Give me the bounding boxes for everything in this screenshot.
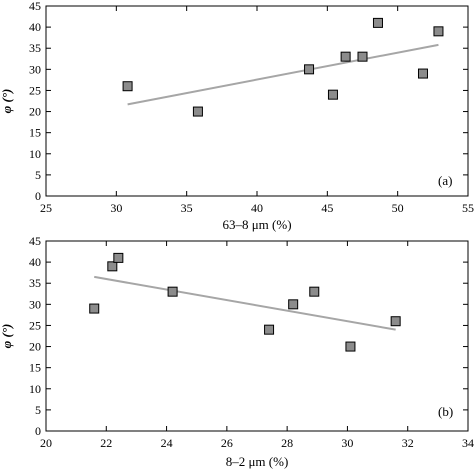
panel-label-a: (a) xyxy=(438,173,452,188)
y-tick-label-b: 35 xyxy=(29,276,41,290)
data-point-a xyxy=(340,51,351,62)
data-point-b xyxy=(309,286,320,297)
y-tick-label-b: 45 xyxy=(29,234,41,248)
y-tick-label-b: 30 xyxy=(29,297,41,311)
trendline-b xyxy=(94,275,396,331)
y-tick-label-a: 5 xyxy=(35,168,41,182)
chart-panel-b: 0 5 10 15 20 25 30 35 40 45 20 22 24 26 28 30 32 34 8–2 … xyxy=(0,234,474,469)
data-points-b xyxy=(89,252,401,352)
data-points-a xyxy=(122,17,444,117)
y-tick-label-a: 20 xyxy=(29,105,41,119)
y-tick-label-b: 15 xyxy=(29,361,41,375)
panel-label-b: (b) xyxy=(438,404,453,419)
x-tick-label-a: 35 xyxy=(181,201,193,215)
x-tick-label-a: 30 xyxy=(110,201,122,215)
x-axis-label-b: 8–2 μm (%) xyxy=(226,454,289,469)
trendline-b xyxy=(94,275,396,331)
plot-frame-a xyxy=(45,5,469,197)
x-tick-label-b: 22 xyxy=(100,436,112,450)
x-tick-label-a: 55 xyxy=(462,201,474,215)
y-tick-label-a: 35 xyxy=(29,41,41,55)
x-tick-label-b: 32 xyxy=(402,436,414,450)
data-point-a xyxy=(192,106,203,117)
y-tick-label-a: 0 xyxy=(35,189,41,203)
x-tick-label-b: 28 xyxy=(281,436,293,450)
data-point-b xyxy=(89,303,100,314)
data-point-a xyxy=(372,17,383,28)
y-tick-label-a: 30 xyxy=(29,62,41,76)
y-tick-label-b: 20 xyxy=(29,340,41,354)
y-tick-label-b: 0 xyxy=(35,424,41,438)
x-tick-label-b: 24 xyxy=(161,436,173,450)
x-tick-label-b: 26 xyxy=(221,436,233,450)
y-tick-label-b: 5 xyxy=(35,403,41,417)
data-point-a xyxy=(122,81,133,92)
data-point-a xyxy=(327,89,338,100)
y-axis-a: 0 5 10 15 20 25 30 35 40 45 xyxy=(29,0,468,203)
y-axis-label-b: φ (°) xyxy=(0,324,14,349)
x-tick-label-a: 45 xyxy=(321,201,333,215)
plot-frame-b xyxy=(45,240,469,432)
y-tick-label-a: 15 xyxy=(29,126,41,140)
data-point-b xyxy=(107,261,118,272)
trendline-a xyxy=(127,43,439,106)
x-axis-a: 25 30 35 40 45 50 55 xyxy=(40,6,474,215)
y-axis-b: 0 5 10 15 20 25 30 35 40 45 xyxy=(29,234,468,438)
data-point-b xyxy=(113,252,124,263)
chart-panel-a: 0 5 10 15 20 25 30 35 40 45 25 30 35 40 45 50 55 63–8 μ… xyxy=(0,0,474,232)
trendline-a xyxy=(127,43,439,106)
data-point-b xyxy=(345,341,356,352)
data-point-a xyxy=(357,51,368,62)
data-point-a xyxy=(417,68,428,79)
data-point-a xyxy=(433,26,444,37)
y-axis-label-a: φ (°) xyxy=(0,89,14,114)
x-axis-b: 20 22 24 26 28 30 32 34 xyxy=(40,241,474,450)
data-point-b xyxy=(264,324,275,335)
y-tick-label-a: 45 xyxy=(29,0,41,13)
data-point-a xyxy=(304,64,315,75)
x-tick-label-b: 34 xyxy=(462,436,474,450)
x-tick-label-b: 30 xyxy=(341,436,353,450)
y-tick-label-b: 25 xyxy=(29,318,41,332)
x-tick-label-b: 20 xyxy=(40,436,52,450)
data-point-b xyxy=(288,299,299,310)
x-tick-label-a: 50 xyxy=(392,201,404,215)
y-tick-label-a: 25 xyxy=(29,83,41,97)
x-tick-label-a: 25 xyxy=(40,201,52,215)
y-tick-label-a: 10 xyxy=(29,147,41,161)
y-tick-label-b: 40 xyxy=(29,255,41,269)
y-tick-label-b: 10 xyxy=(29,382,41,396)
y-tick-label-a: 40 xyxy=(29,20,41,34)
x-tick-label-a: 40 xyxy=(251,201,263,215)
x-axis-label-a: 63–8 μm (%) xyxy=(222,217,291,232)
data-point-b xyxy=(390,316,401,327)
data-point-b xyxy=(167,286,178,297)
